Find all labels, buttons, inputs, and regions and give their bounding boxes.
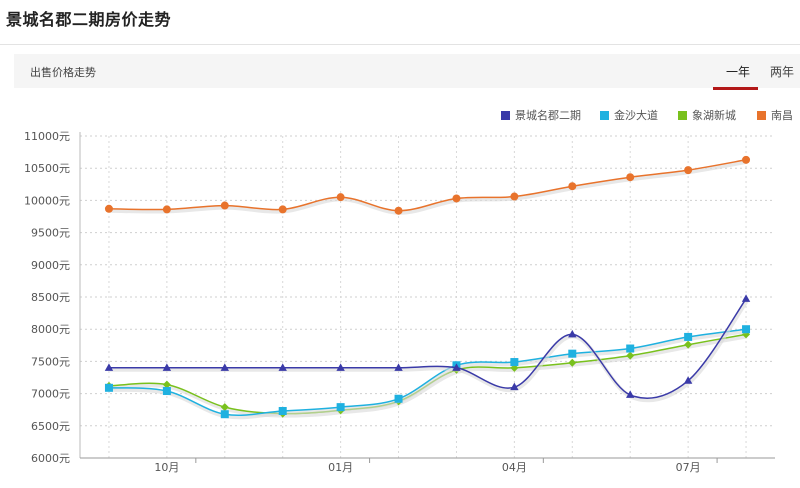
data-point-jinsha[interactable] bbox=[104, 383, 113, 392]
legend-label-jingcheng[interactable]: 景城名郡二期 bbox=[515, 108, 581, 122]
data-point-xianghu[interactable] bbox=[684, 340, 693, 349]
series-jinsha bbox=[104, 325, 751, 420]
data-point-jingcheng[interactable] bbox=[683, 376, 693, 384]
data-point-jingcheng[interactable] bbox=[452, 363, 461, 371]
x-tick-label: 01月 bbox=[328, 461, 353, 474]
y-tick-label: 10000元 bbox=[24, 194, 70, 207]
series-line-nanchang bbox=[108, 159, 747, 212]
data-point-jinsha[interactable] bbox=[278, 406, 287, 415]
grid-lines bbox=[80, 135, 775, 458]
data-point-jinsha[interactable] bbox=[162, 387, 171, 396]
data-point-jingcheng[interactable] bbox=[278, 363, 287, 371]
data-point-jinsha[interactable] bbox=[742, 325, 751, 334]
data-point-jingcheng[interactable] bbox=[220, 363, 229, 371]
data-point-jinsha[interactable] bbox=[510, 358, 519, 367]
data-point-nanchang[interactable] bbox=[394, 206, 403, 215]
series-line-shadow bbox=[109, 159, 748, 215]
legend-swatch-jinsha[interactable] bbox=[600, 111, 609, 120]
x-tick-label: 07月 bbox=[676, 461, 701, 474]
data-point-jingcheng[interactable] bbox=[336, 363, 345, 371]
page-title: 景城名郡二期房价走势 bbox=[6, 10, 172, 29]
y-tick-label: 8500元 bbox=[31, 291, 70, 304]
title-divider bbox=[0, 44, 800, 45]
legend-label-nanchang[interactable]: 南昌 bbox=[771, 109, 793, 122]
legend-label-xianghu[interactable]: 象湖新城 bbox=[692, 108, 736, 122]
data-point-nanchang[interactable] bbox=[278, 205, 287, 214]
data-point-jinsha[interactable] bbox=[220, 410, 229, 419]
legend-swatch-nanchang[interactable] bbox=[757, 111, 766, 120]
y-tick-label: 8000元 bbox=[31, 323, 70, 336]
data-point-jinsha[interactable] bbox=[394, 394, 403, 403]
data-point-jingcheng[interactable] bbox=[568, 329, 577, 338]
data-point-nanchang[interactable] bbox=[568, 182, 577, 191]
legend-label-jinsha[interactable]: 金沙大道 bbox=[614, 108, 658, 122]
data-point-jingcheng[interactable] bbox=[510, 382, 519, 391]
data-point-xianghu[interactable] bbox=[220, 403, 229, 412]
data-point-jingcheng[interactable] bbox=[626, 390, 635, 398]
data-point-nanchang[interactable] bbox=[742, 155, 751, 164]
tab-two-years[interactable]: 两年 bbox=[769, 65, 794, 79]
sale-price-trend-label: 出售价格走势 bbox=[30, 66, 96, 79]
legend-swatch-jingcheng[interactable] bbox=[501, 111, 510, 120]
data-point-nanchang[interactable] bbox=[104, 204, 113, 213]
y-tick-label: 6500元 bbox=[31, 420, 70, 433]
y-tick-label: 7500元 bbox=[31, 355, 70, 368]
data-point-xianghu[interactable] bbox=[568, 358, 577, 367]
data-point-nanchang[interactable] bbox=[336, 193, 345, 202]
y-tick-label: 7000元 bbox=[31, 388, 70, 401]
chart-legend: 景城名郡二期 金沙大道 象湖新城 南昌 bbox=[501, 108, 793, 122]
data-point-xianghu[interactable] bbox=[162, 380, 171, 389]
data-point-nanchang[interactable] bbox=[220, 201, 229, 210]
data-point-nanchang[interactable] bbox=[626, 173, 635, 182]
x-tick-label: 10月 bbox=[154, 461, 179, 474]
y-tick-label: 11000元 bbox=[24, 130, 70, 143]
series-nanchang bbox=[104, 155, 751, 215]
legend-swatch-xianghu[interactable] bbox=[678, 111, 687, 120]
data-point-jinsha[interactable] bbox=[568, 349, 577, 358]
data-point-jingcheng[interactable] bbox=[162, 363, 172, 371]
y-tick-label: 9000元 bbox=[31, 259, 70, 272]
active-tab-indicator bbox=[713, 87, 758, 90]
data-point-nanchang[interactable] bbox=[452, 194, 461, 203]
x-tick-label: 04月 bbox=[502, 461, 527, 474]
data-point-nanchang[interactable] bbox=[684, 166, 693, 175]
series-jingcheng bbox=[104, 294, 751, 403]
data-point-jingcheng[interactable] bbox=[104, 363, 114, 371]
data-point-jinsha[interactable] bbox=[336, 403, 345, 412]
data-point-jingcheng[interactable] bbox=[394, 363, 403, 371]
tab-one-year[interactable]: 一年 bbox=[725, 65, 750, 79]
data-point-nanchang[interactable] bbox=[510, 192, 519, 201]
data-point-xianghu[interactable] bbox=[626, 351, 635, 360]
y-tick-label: 6000元 bbox=[31, 452, 70, 465]
y-tick-label: 10500元 bbox=[24, 162, 70, 175]
data-point-jinsha[interactable] bbox=[626, 344, 635, 353]
sub-header-bar: 出售价格走势 一年 两年 bbox=[14, 54, 800, 90]
y-tick-label: 9500元 bbox=[31, 227, 70, 240]
data-point-jingcheng[interactable] bbox=[741, 294, 751, 302]
data-point-nanchang[interactable] bbox=[162, 205, 171, 214]
data-point-jinsha[interactable] bbox=[684, 332, 693, 341]
